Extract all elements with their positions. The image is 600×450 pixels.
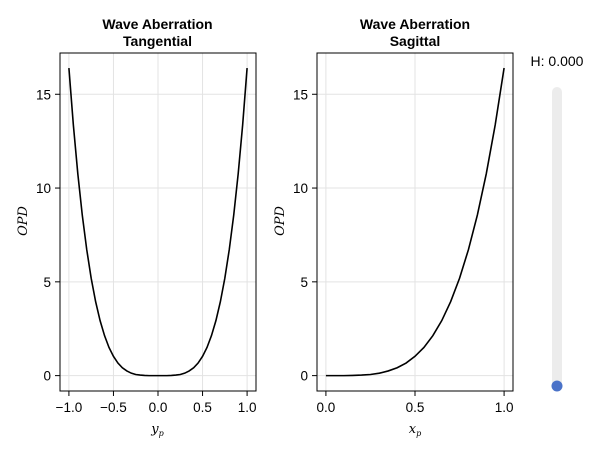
tangential-xtick-label: 1.0 xyxy=(238,400,257,415)
sagittal-grid xyxy=(317,53,513,391)
sagittal-xtick-label: 0.5 xyxy=(406,400,425,415)
tangential-panel: Wave Aberration Tangential −1.0 −0.5 0.0 0.… xyxy=(16,16,257,438)
sagittal-xlabel: xp xyxy=(409,422,421,438)
tangential-ytick-label: 0 xyxy=(43,369,51,384)
tangential-xtick-label: −0.5 xyxy=(100,400,127,415)
tangential-ticks: −1.0 −0.5 0.0 0.5 1.0 0 5 10 15 xyxy=(36,87,257,415)
tangential-ytick-label: 10 xyxy=(36,181,51,196)
tangential-ylabel: OPD xyxy=(16,206,31,236)
tangential-title-line2: Tangential xyxy=(123,33,192,49)
tangential-grid xyxy=(60,53,256,391)
sagittal-series-line xyxy=(325,67,505,377)
sagittal-ytick-label: 15 xyxy=(293,87,308,102)
sagittal-title-line2: Sagittal xyxy=(390,33,441,49)
sagittal-ticks: 0.0 0.5 1.0 0 5 10 15 xyxy=(293,87,514,415)
tangential-xtick-label: 0.5 xyxy=(193,400,212,415)
tangential-xtick-label: −1.0 xyxy=(56,400,83,415)
tangential-ytick-label: 5 xyxy=(43,275,51,290)
sagittal-ylabel: OPD xyxy=(273,206,288,236)
h-slider[interactable]: H: 0.000 xyxy=(531,53,584,392)
sagittal-panel: Wave Aberration Sagittal 0.0 0.5 1.0 0 5 10 15… xyxy=(273,16,514,438)
tangential-title-line1: Wave Aberration xyxy=(102,16,212,32)
tangential-xtick-label: 0.0 xyxy=(149,400,168,415)
tangential-ytick-label: 15 xyxy=(36,87,51,102)
tangential-xlabel: yp xyxy=(150,422,163,438)
sagittal-ytick-label: 0 xyxy=(300,369,308,384)
slider-value-label: H: 0.000 xyxy=(531,53,584,69)
sagittal-ytick-label: 5 xyxy=(300,275,308,290)
tangential-series-line xyxy=(68,67,248,377)
sagittal-ytick-label: 10 xyxy=(293,181,308,196)
sagittal-title-line1: Wave Aberration xyxy=(360,16,470,32)
slider-handle[interactable] xyxy=(551,380,563,392)
sagittal-xtick-label: 1.0 xyxy=(495,400,514,415)
sagittal-xtick-label: 0.0 xyxy=(317,400,336,415)
